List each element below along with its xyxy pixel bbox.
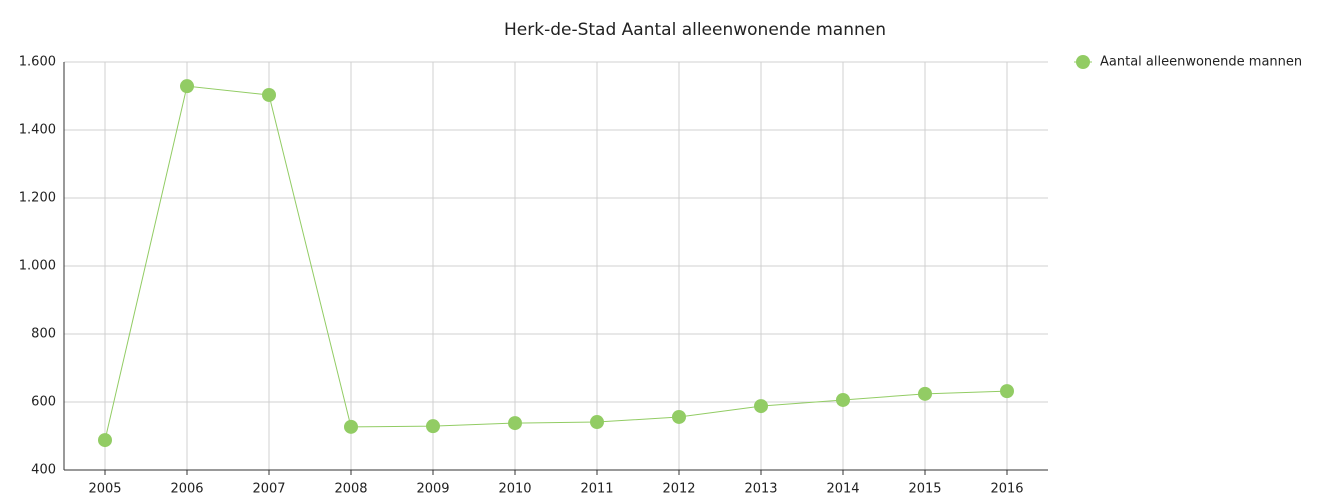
y-tick-label: 600 — [31, 395, 56, 410]
x-tick-label: 2012 — [662, 482, 695, 497]
y-tick-label: 400 — [31, 463, 56, 478]
point — [98, 433, 112, 448]
series-line — [104, 85, 1008, 441]
legend-marker — [1076, 55, 1090, 69]
point — [426, 419, 440, 434]
x-tick-label: 2005 — [88, 482, 121, 497]
x-tick-label: 2014 — [826, 482, 859, 497]
legend-label: Aantal alleenwonende mannen — [1100, 55, 1302, 70]
x-tick-label: 2008 — [334, 482, 367, 497]
point — [918, 386, 932, 401]
y-tick-label: 1.600 — [19, 55, 56, 70]
point — [344, 419, 358, 434]
y-tick-label: 800 — [31, 327, 56, 342]
point — [754, 399, 768, 414]
point — [180, 79, 194, 94]
point — [1000, 384, 1014, 399]
x-tick-label: 2015 — [908, 482, 941, 497]
x-tick-label: 2007 — [252, 482, 285, 497]
point — [262, 87, 276, 102]
chart-title: Herk-de-Stad Aantal alleenwonende mannen — [504, 20, 886, 40]
point — [590, 415, 604, 430]
x-tick-label: 2006 — [170, 482, 203, 497]
x-tick-label: 2016 — [990, 482, 1023, 497]
x-tick-label: 2011 — [580, 482, 613, 497]
y-tick-label: 1.400 — [19, 123, 56, 138]
point — [836, 392, 850, 407]
x-tick-label: 2013 — [744, 482, 777, 497]
x-tick-label: 2010 — [498, 482, 531, 497]
point — [508, 416, 522, 431]
x-tick-label: 2009 — [416, 482, 449, 497]
y-tick-label: 1.200 — [19, 191, 56, 206]
y-tick-label: 1.000 — [19, 259, 56, 274]
point — [672, 409, 686, 424]
